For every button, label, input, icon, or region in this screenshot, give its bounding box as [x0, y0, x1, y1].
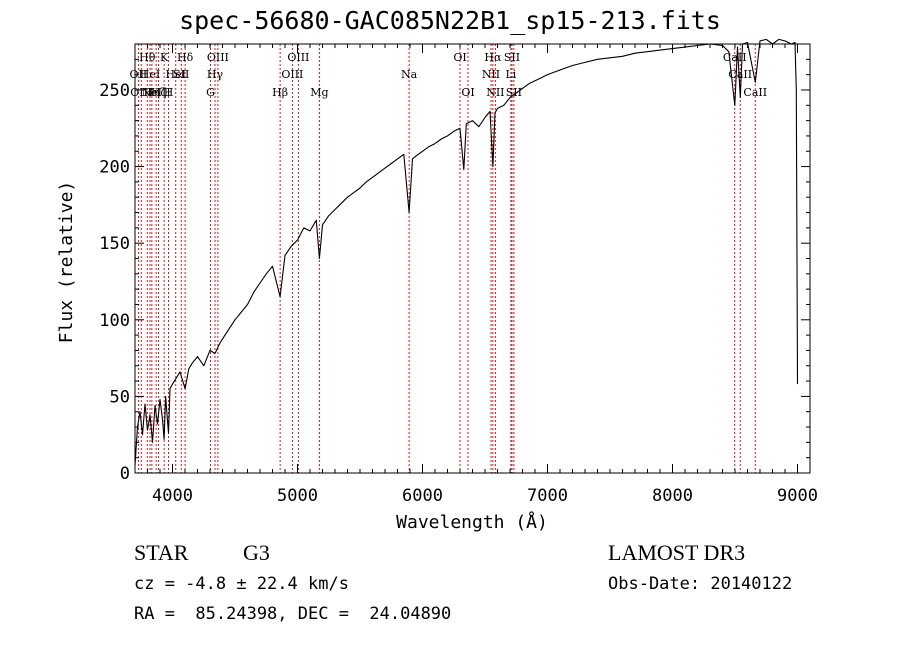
line-label: NII — [486, 86, 504, 99]
y-tick-label: 100 — [99, 311, 130, 331]
line-marker-layer — [137, 44, 756, 473]
line-label: Na — [401, 68, 418, 81]
line-label: NeIII — [142, 86, 171, 99]
line-label: Mg — [310, 86, 328, 99]
object-class: STAR — [134, 540, 189, 565]
line-label: Hθ — [139, 51, 156, 64]
y-axis-label: Flux (relative) — [56, 181, 77, 344]
y-tick-label: 150 — [99, 234, 130, 254]
line-label: Hδ — [177, 51, 194, 64]
line-label: CaII — [728, 68, 752, 81]
line-label: OIII — [130, 86, 152, 99]
y-tick-label: 0 — [120, 464, 130, 484]
x-tick-label: 8000 — [652, 486, 693, 506]
y-tick-label: 250 — [99, 81, 130, 101]
line-label: SII — [173, 68, 189, 81]
spectrum-line — [134, 38, 799, 466]
line-label: OI — [461, 86, 474, 99]
redshift-velocity: cz = -4.8 ± 22.4 km/s — [134, 574, 349, 594]
chart-title: spec-56680-GAC085N22B1_sp15-213.fits — [179, 6, 721, 35]
y-tick-label: 200 — [99, 158, 130, 178]
x-tick-label: 4000 — [152, 486, 193, 506]
x-tick-label: 9000 — [777, 486, 818, 506]
line-label: G — [206, 86, 215, 99]
line-label: HeI — [166, 68, 186, 81]
line-label: Hβ — [272, 86, 288, 99]
x-tick-label: 5000 — [277, 486, 318, 506]
survey-name: LAMOST DR3 — [608, 540, 746, 565]
line-label: OII — [130, 68, 148, 81]
line-label: NII — [482, 68, 500, 81]
line-label: Hα — [484, 51, 502, 64]
line-label: SII — [504, 51, 520, 64]
line-label: HeI — [140, 68, 160, 81]
line-label: K — [160, 51, 169, 64]
y-tick-label: 50 — [110, 387, 130, 407]
object-subclass: G3 — [243, 540, 270, 565]
line-label-layer: OIIOIIIHθHeIHηNeIIIHζKHHeISIIHδGHγOIIIHβ… — [130, 51, 768, 99]
series-layer — [134, 38, 799, 466]
line-label: OIII — [207, 51, 229, 64]
line-label: SII — [506, 86, 522, 99]
line-label: OIII — [287, 51, 309, 64]
line-label: CaII — [743, 86, 767, 99]
line-label: CaII — [723, 51, 747, 64]
line-label: OIII — [281, 68, 303, 81]
line-label: H — [164, 86, 174, 99]
line-label: Hγ — [207, 68, 224, 81]
x-axis-label: Wavelength (Å) — [396, 511, 548, 533]
x-tick-label: 7000 — [527, 486, 568, 506]
x-tick-label: 6000 — [402, 486, 443, 506]
line-label: OI — [453, 51, 466, 64]
line-label: Hη — [144, 86, 160, 99]
tick-layer: 4000 5000 6000 7000 8000 9000 0 50 100 150 200 250 — [99, 44, 818, 506]
line-label: Li — [505, 68, 516, 81]
line-label: Hζ — [151, 86, 167, 99]
plot-frame — [134, 43, 811, 474]
ra-dec-coordinates: RA = 85.24398, DEC = 24.04890 — [134, 604, 452, 624]
observation-date: Obs-Date: 20140122 — [608, 574, 793, 594]
